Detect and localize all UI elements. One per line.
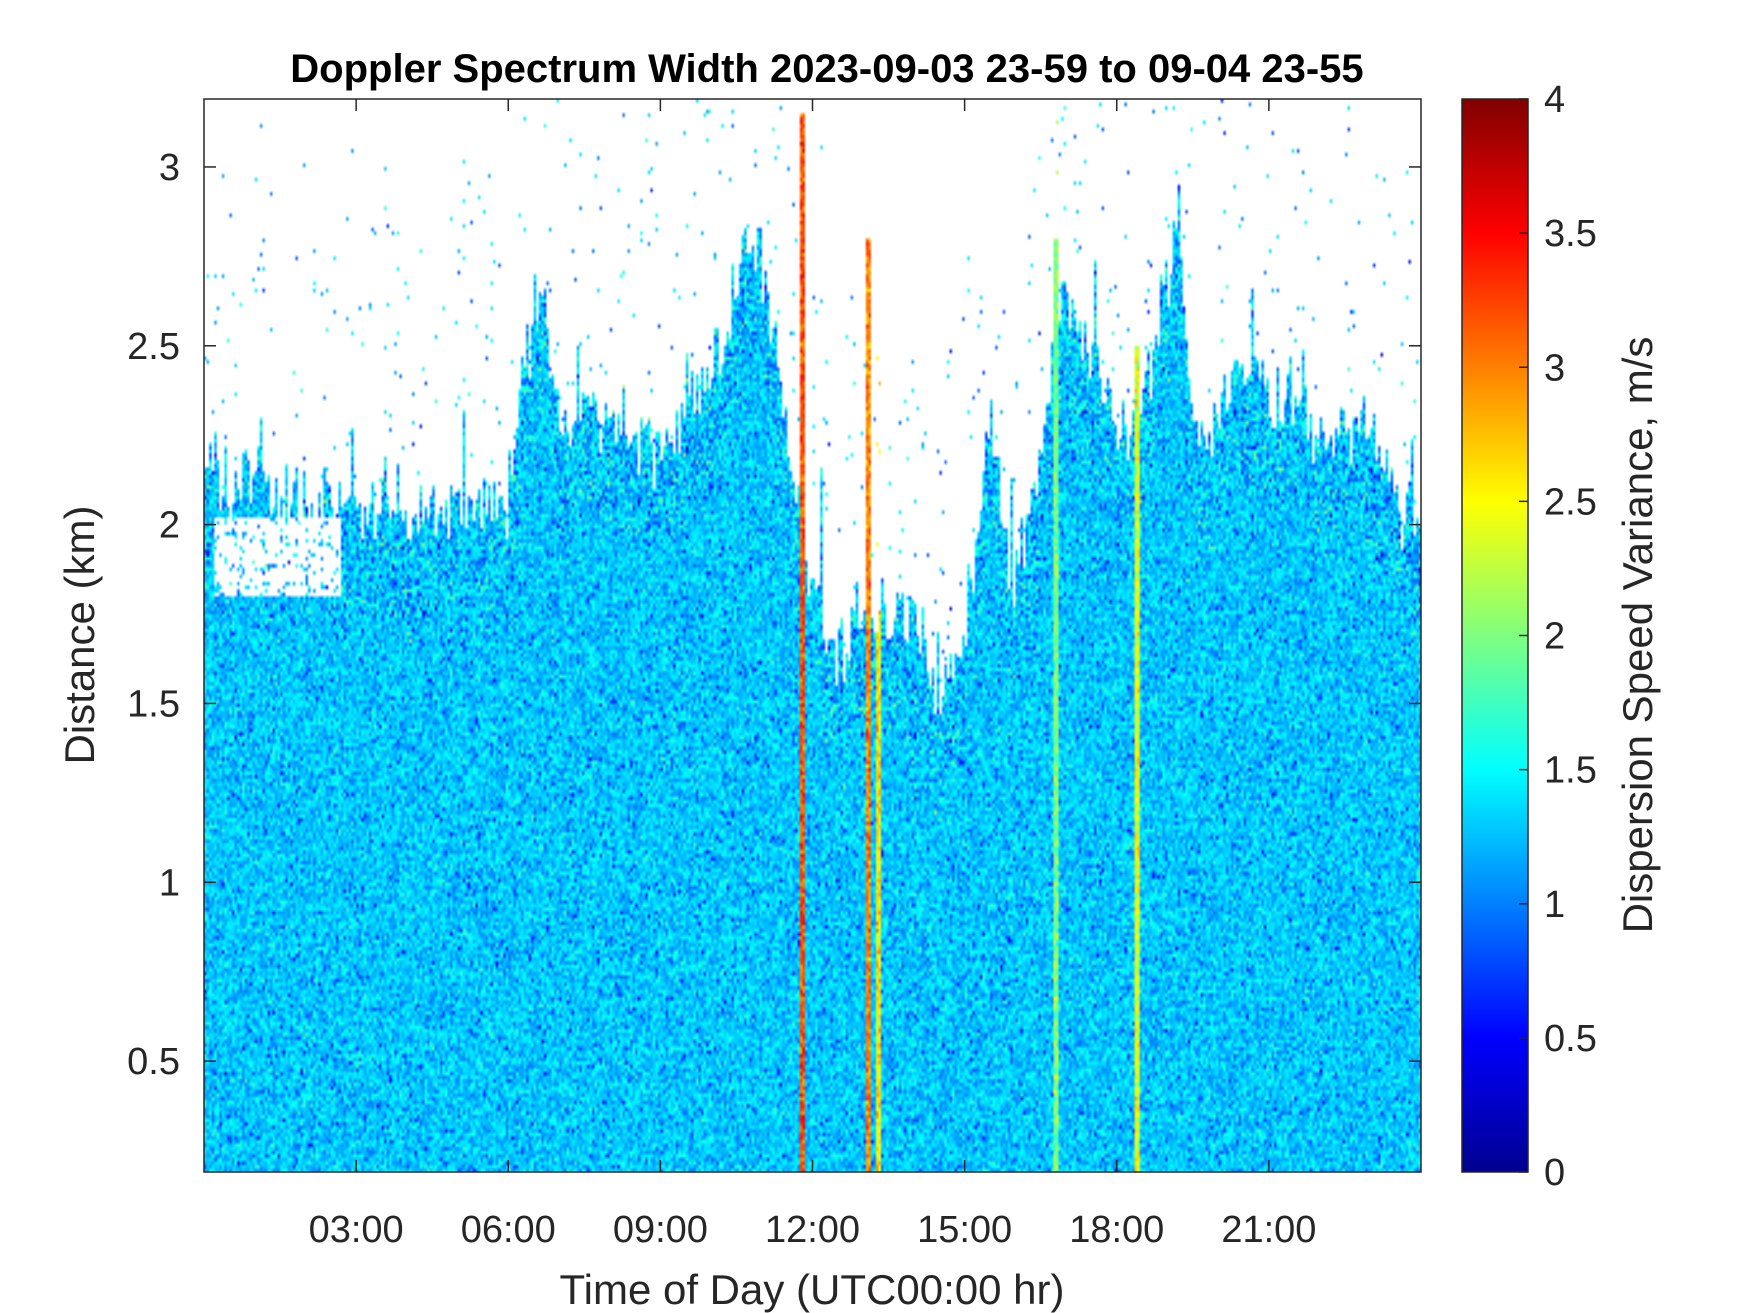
colorbar-tick-label: 3	[1544, 347, 1565, 389]
y-axis-label: Distance (km)	[56, 505, 103, 764]
y-tick-label: 1	[159, 862, 180, 904]
colorbar-tick-label: 4	[1544, 79, 1565, 121]
chart-title: Doppler Spectrum Width 2023-09-03 23-59 …	[290, 47, 1363, 91]
x-tick-label: 15:00	[917, 1209, 1012, 1251]
y-tick-label: 0.5	[127, 1041, 180, 1083]
y-tick-label: 2	[159, 505, 180, 547]
y-tick-label: 3	[159, 147, 180, 189]
y-tick-label: 2.5	[127, 326, 180, 368]
plot-area	[203, 98, 1422, 1173]
x-tick-label: 18:00	[1069, 1209, 1164, 1251]
colorbar-ticks: 0 0.5 1 1.5 2 2.5 3 3.5 4	[1519, 79, 1597, 1194]
x-tick-label: 03:00	[309, 1209, 404, 1251]
colorbar-tick-label: 1	[1544, 884, 1565, 926]
colorbar-gradient	[1461, 98, 1529, 1173]
x-tick-label: 21:00	[1221, 1209, 1316, 1251]
x-tick-label: 06:00	[461, 1209, 556, 1251]
x-tick-label: 12:00	[765, 1209, 860, 1251]
y-axis: 0.5 1 1.5 2 2.5 3	[127, 147, 1421, 1083]
colorbar-tick-label: 0	[1544, 1152, 1565, 1194]
colorbar-tick-label: 2	[1544, 616, 1565, 658]
y-tick-label: 1.5	[127, 683, 180, 725]
x-tick-label: 09:00	[613, 1209, 708, 1251]
colorbar-tick-label: 1.5	[1544, 750, 1597, 792]
x-axis-label: Time of Day (UTC00:00 hr)	[560, 1266, 1065, 1313]
colorbar: 0 0.5 1 1.5 2 2.5 3 3.5 4 Dispersion Speed Varia…	[1461, 79, 1661, 1194]
colorbar-tick-label: 3.5	[1544, 213, 1597, 255]
colorbar-label: Dispersion Speed Variance, m/s	[1614, 337, 1661, 934]
x-axis: 03:00 06:00 09:00 12:00 15:00 18:00 21:00	[309, 99, 1316, 1251]
colorbar-tick-label: 0.5	[1544, 1018, 1597, 1060]
colorbar-tick-label: 2.5	[1544, 481, 1597, 523]
heatmap-image	[204, 99, 1421, 1172]
